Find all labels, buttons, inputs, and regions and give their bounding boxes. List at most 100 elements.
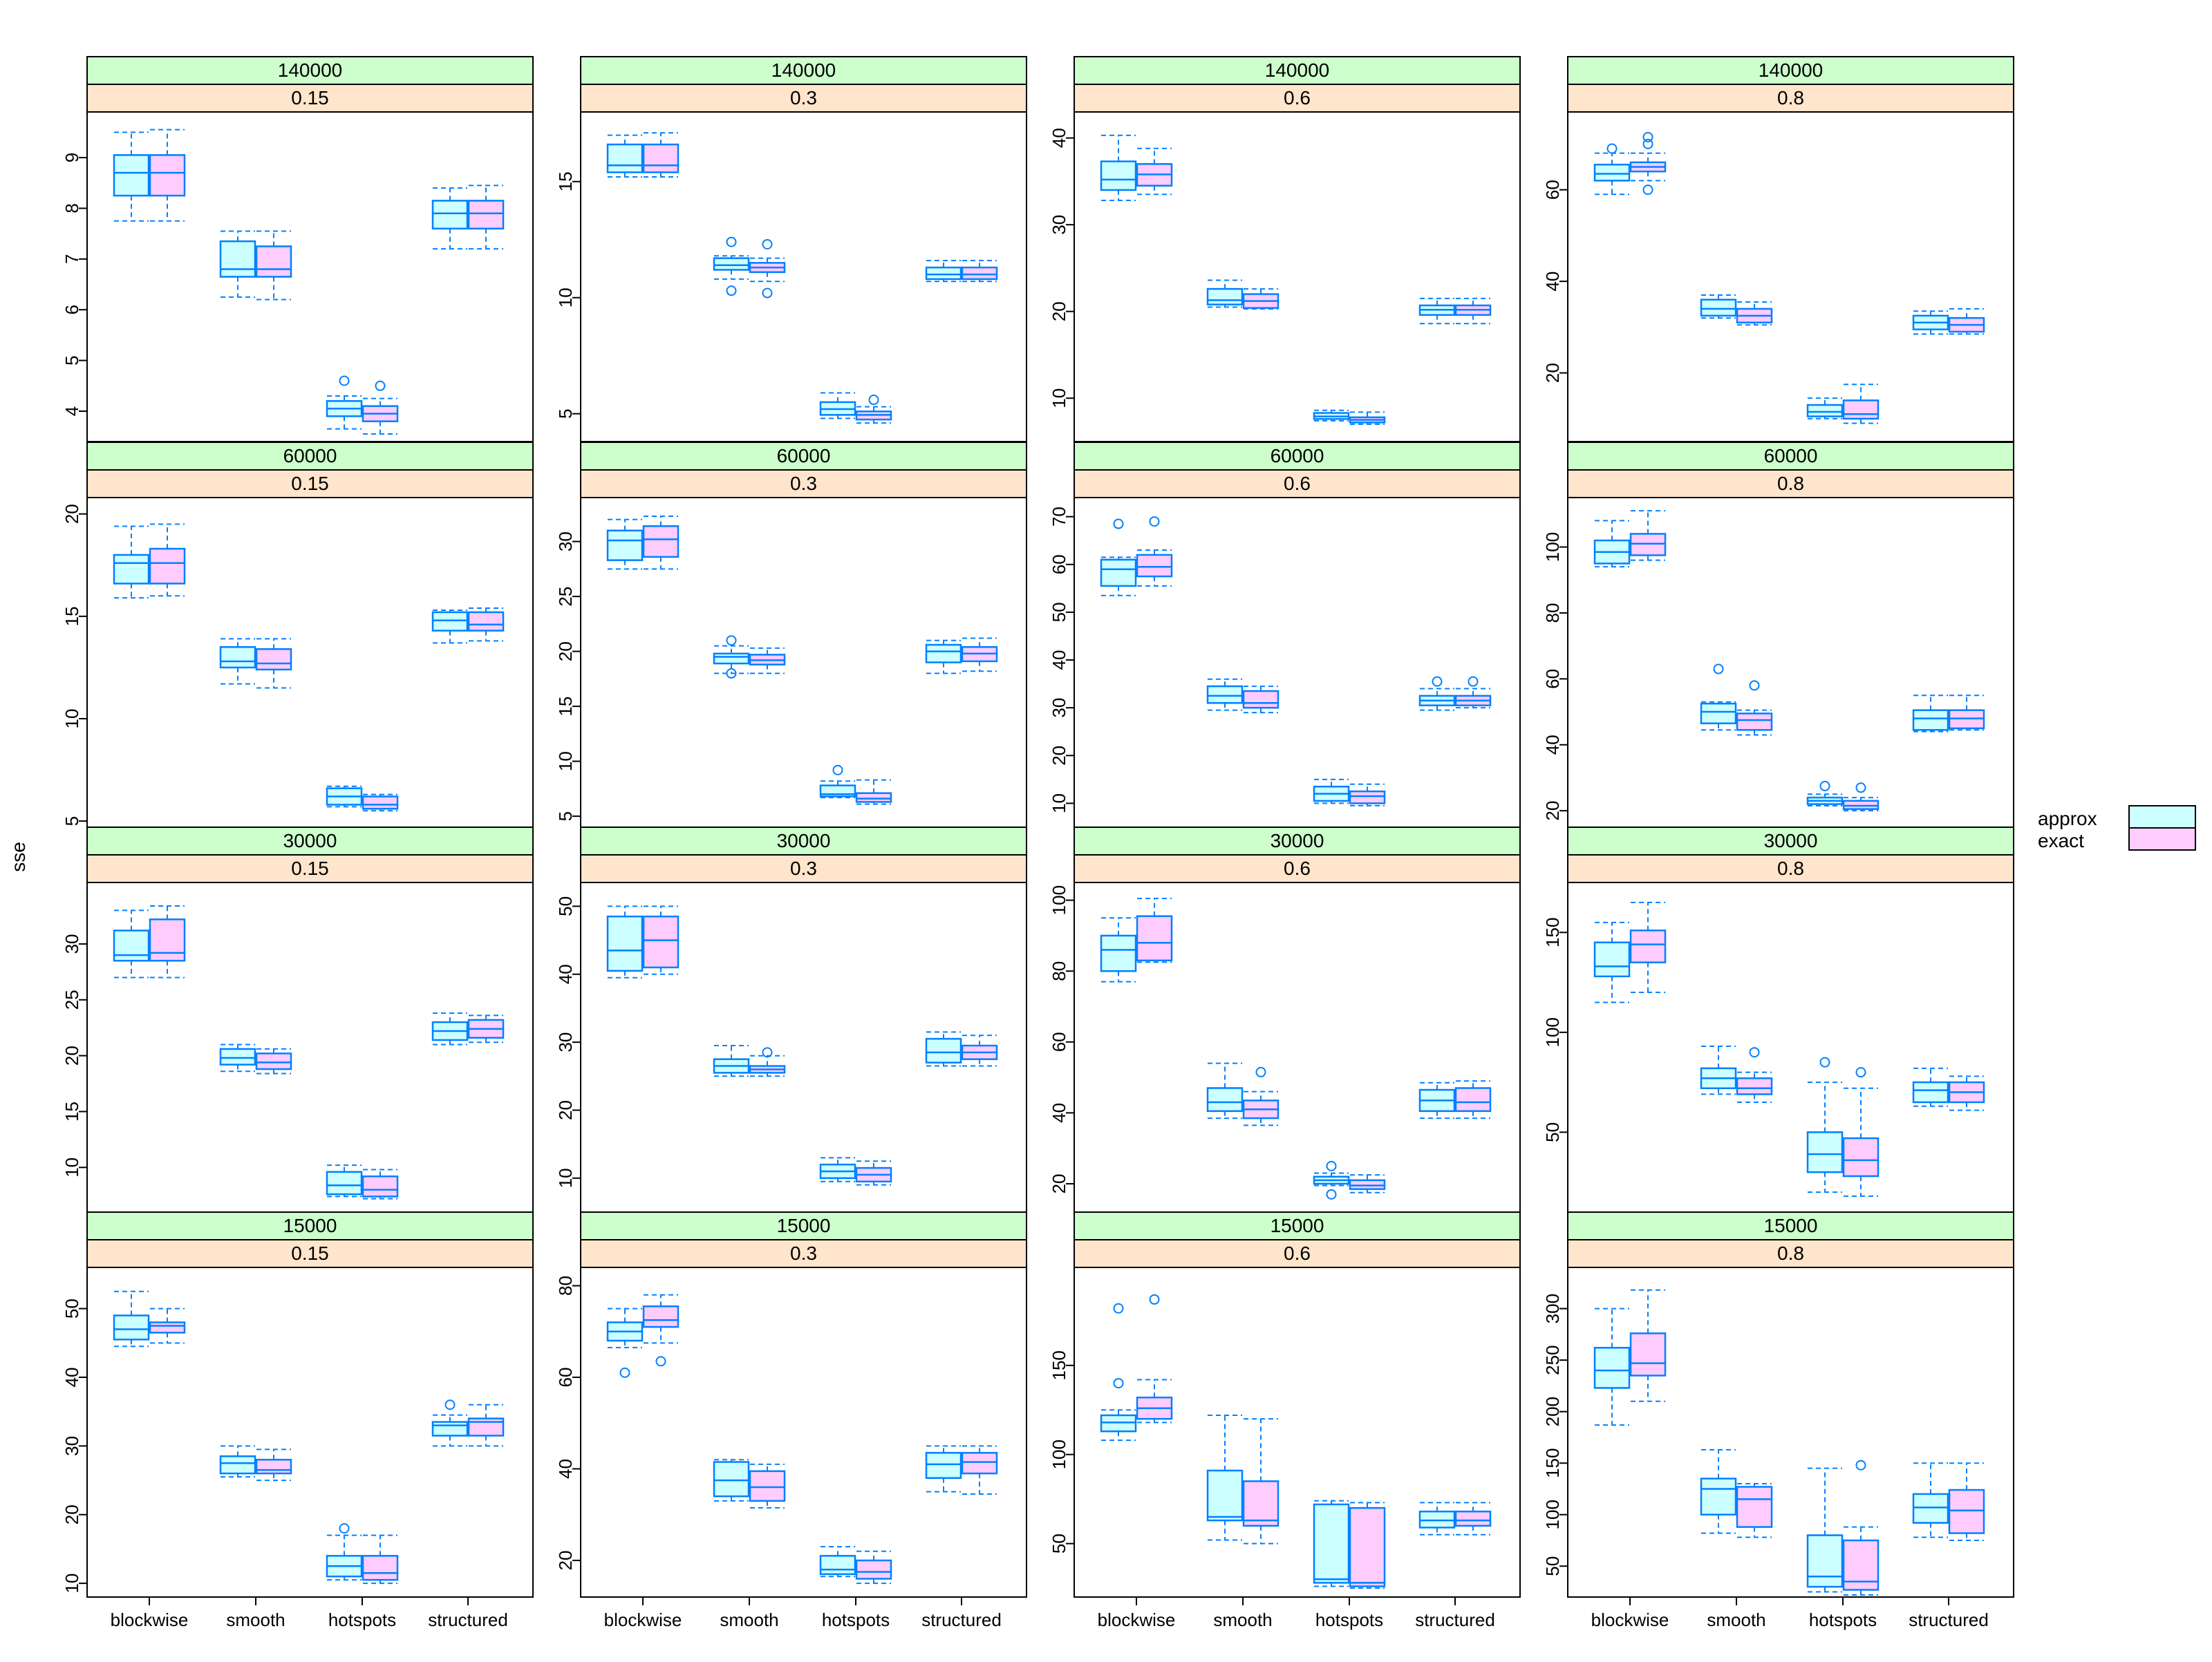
strip-n-label: 140000 — [278, 59, 342, 81]
box-exact — [149, 1321, 186, 1334]
y-tick-label: 30 — [1049, 215, 1069, 235]
y-tick-label: 250 — [1542, 1345, 1563, 1375]
legend-label: approx — [2038, 808, 2097, 829]
y-tick-label: 10 — [62, 1158, 82, 1178]
box-exact — [467, 200, 505, 230]
y-tick-label: 10 — [1049, 793, 1069, 813]
y-tick-label: 60 — [555, 1368, 576, 1388]
y-tick-label: 40 — [62, 1368, 82, 1388]
box-exact — [642, 1305, 679, 1328]
box-approx — [1806, 404, 1844, 417]
y-tick-label: 50 — [62, 1299, 82, 1319]
strip-n-label: 60000 — [283, 445, 337, 466]
y-tick-label: 9 — [62, 153, 82, 162]
y-tick-label: 20 — [555, 1551, 576, 1571]
strip-n-label: 15000 — [283, 1215, 337, 1236]
box-approx — [1806, 1131, 1844, 1173]
outlier-point — [619, 1367, 630, 1378]
outlier-point — [726, 635, 737, 646]
strip-n — [1567, 827, 2014, 856]
box-exact — [255, 1459, 292, 1475]
box-exact — [1842, 1137, 1880, 1178]
strip-p-label: 0.6 — [1284, 87, 1311, 108]
box-approx — [1206, 287, 1244, 305]
box-exact — [1454, 1510, 1492, 1527]
strip-n — [86, 1211, 534, 1240]
outlier-point — [1642, 185, 1653, 196]
x-tick-label: structured — [921, 1609, 1002, 1630]
strip-n-label: 140000 — [771, 59, 836, 81]
x-tick-label: structured — [428, 1609, 508, 1630]
panel: 60000 0.8 20 40 60 80 100 — [1542, 442, 2014, 828]
box-approx — [219, 646, 256, 669]
box-exact — [961, 266, 998, 281]
box-exact — [1736, 1486, 1773, 1528]
strip-n — [580, 827, 1027, 856]
box-exact — [149, 154, 186, 197]
box-approx — [113, 929, 150, 962]
x-tick-label: hotspots — [1809, 1609, 1877, 1630]
box-exact — [362, 1555, 399, 1581]
strip-p-label: 0.3 — [790, 1243, 817, 1264]
box-exact — [1629, 1332, 1667, 1377]
outlier-point — [1432, 676, 1443, 687]
outlier-point — [1149, 516, 1160, 527]
y-tick-label: 10 — [555, 1168, 576, 1188]
strip-n-label: 60000 — [1764, 445, 1818, 466]
box-approx — [113, 154, 150, 197]
box-approx — [113, 1314, 150, 1341]
y-tick-label: 100 — [1542, 532, 1563, 562]
plot-area — [1074, 1267, 1521, 1598]
y-tick-label: 25 — [62, 990, 82, 1010]
box-approx — [1100, 558, 1137, 587]
outlier-point — [1855, 1460, 1866, 1471]
strip-p — [1074, 1239, 1521, 1268]
box-approx — [1313, 1503, 1350, 1584]
outlier-point — [1113, 518, 1124, 529]
box-approx — [431, 200, 469, 230]
x-tick-label: blockwise — [1098, 1609, 1176, 1630]
y-tick-label: 30 — [555, 1032, 576, 1052]
box-exact — [1136, 915, 1173, 962]
strip-n — [580, 442, 1027, 471]
strip-p — [86, 469, 534, 498]
box-approx — [1593, 941, 1631, 978]
box-exact — [642, 525, 679, 558]
panel: 30000 0.8 50 100 150 — [1542, 827, 2014, 1213]
box-exact — [255, 245, 292, 278]
box-exact — [255, 1052, 292, 1070]
box-approx — [1700, 1477, 1737, 1515]
strip-p — [1074, 854, 1521, 883]
box-exact — [642, 143, 679, 173]
x-tick-label: structured — [1415, 1609, 1495, 1630]
y-tick-label: 100 — [1049, 885, 1069, 915]
y-tick-label: 50 — [1542, 1122, 1563, 1142]
panel: 60000 0.3 5 10 15 20 25 30 — [555, 442, 1027, 828]
strip-n — [1074, 56, 1521, 85]
outlier-point — [655, 1356, 666, 1367]
box-exact — [362, 795, 399, 810]
strip-p-label: 0.3 — [790, 473, 817, 494]
box-approx — [1206, 1087, 1244, 1113]
outlier-point — [1855, 782, 1866, 793]
strip-p — [86, 84, 534, 113]
box-exact — [1736, 712, 1773, 731]
y-tick-label: 5 — [555, 811, 576, 821]
strip-n-label: 15000 — [1271, 1215, 1324, 1236]
outlier-point — [1819, 1057, 1830, 1068]
box-approx — [113, 554, 150, 585]
strip-p-label: 0.6 — [1284, 473, 1311, 494]
y-tick-label: 70 — [1049, 507, 1069, 527]
strip-p — [86, 854, 534, 883]
strip-p-label: 0.15 — [291, 473, 329, 494]
y-tick-label: 100 — [1542, 1500, 1563, 1529]
outlier-point — [1819, 780, 1830, 791]
panel: 15000 0.15 10 20 30 40 50 blockwise smooth hotspo… — [62, 1211, 534, 1630]
box-exact — [1242, 690, 1280, 709]
box-approx — [1206, 685, 1244, 704]
box-approx — [713, 257, 750, 271]
box-approx — [1806, 1534, 1844, 1588]
outlier-point — [1468, 676, 1479, 687]
y-tick-label: 20 — [555, 1100, 576, 1120]
